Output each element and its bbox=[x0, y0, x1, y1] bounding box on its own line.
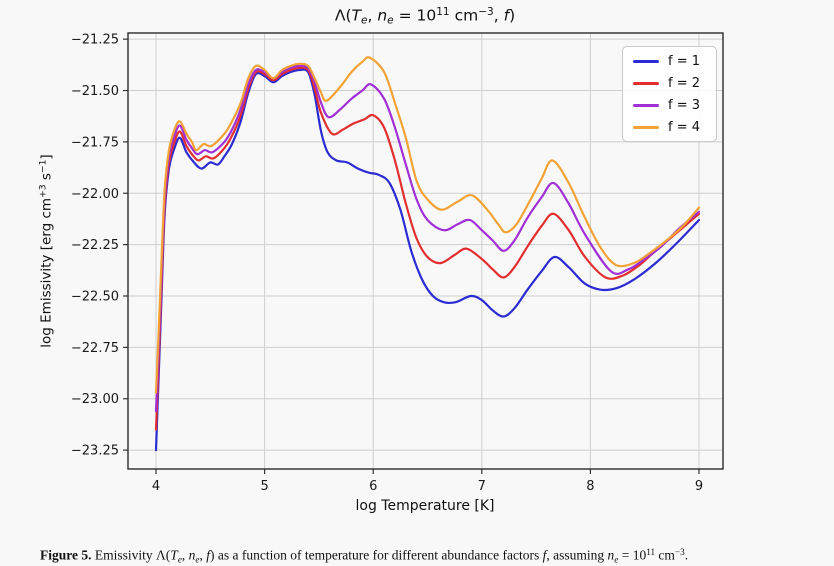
x-tick-label: 6 bbox=[369, 479, 377, 494]
series-line-1 bbox=[154, 68, 701, 452]
legend-line-swatch-f3 bbox=[633, 103, 659, 107]
caption-text: cm bbox=[655, 547, 675, 563]
title-text: , bbox=[367, 6, 378, 25]
x-axis-label: log Temperature [K] bbox=[355, 498, 495, 514]
caption-text: = 10 bbox=[618, 547, 647, 563]
chart-title: Λ(Te, ne = 1011 cm−3, f) bbox=[335, 6, 515, 26]
series-line-4 bbox=[154, 56, 701, 394]
legend-line-swatch-f2 bbox=[633, 81, 659, 85]
y-tick-label: −23.00 bbox=[71, 392, 119, 407]
title-text: cm bbox=[449, 6, 479, 25]
series-line-2 bbox=[154, 66, 701, 431]
legend-line-swatch-f1 bbox=[633, 59, 659, 63]
y-tick-label: −21.50 bbox=[71, 84, 119, 99]
y-tick-label: −21.75 bbox=[71, 135, 119, 150]
caption-var-f: f bbox=[206, 547, 210, 563]
caption-var-n: n bbox=[607, 547, 615, 563]
ylabel-text: ] bbox=[38, 154, 55, 160]
figure-caption: Figure 5. Emissivity Λ(Te, ne, f) as a f… bbox=[40, 547, 820, 565]
caption-sub-e: e bbox=[614, 554, 619, 565]
legend-label-f1: f = 1 bbox=[668, 53, 701, 69]
caption-sub-e: e bbox=[195, 554, 200, 565]
ylabel-text: s bbox=[38, 173, 55, 185]
caption-text: , assuming bbox=[546, 547, 608, 563]
caption-exp-neg3: −3 bbox=[674, 546, 685, 557]
ylabel-exp-plus3: +3 bbox=[37, 184, 49, 198]
caption-text: ) as a function of temperature for diffe… bbox=[209, 547, 543, 563]
title-text: Λ( bbox=[334, 6, 352, 25]
legend-line-swatch-f4 bbox=[633, 125, 659, 129]
title-var-T: T bbox=[351, 6, 361, 25]
title-var-f: f bbox=[503, 6, 510, 25]
caption-exp-11: 11 bbox=[646, 546, 656, 557]
y-tick-label: −22.50 bbox=[71, 289, 119, 304]
title-sub-e: e bbox=[387, 14, 394, 27]
legend-label-f3: f = 3 bbox=[668, 97, 701, 113]
caption-var-n: n bbox=[188, 547, 196, 563]
caption-figure-number: Figure 5. bbox=[40, 547, 92, 563]
x-tick-label: 8 bbox=[586, 479, 594, 494]
y-axis-label: log Emissivity [erg cm+3 s−1] bbox=[38, 154, 55, 347]
caption-text: Emissivity Λ( bbox=[91, 547, 171, 563]
axes-spines bbox=[127, 32, 724, 470]
title-text: ) bbox=[509, 6, 516, 25]
legend-item-f2: f = 2 bbox=[623, 76, 716, 91]
x-tick-label: 7 bbox=[478, 479, 486, 494]
caption-var-f: f bbox=[542, 547, 547, 563]
title-sub-e: e bbox=[361, 14, 368, 27]
caption-sub-e: e bbox=[177, 554, 182, 565]
y-tick-label: −23.25 bbox=[71, 444, 119, 459]
legend-item-f4: f = 4 bbox=[623, 120, 716, 135]
title-text: , bbox=[493, 6, 504, 25]
caption-text: . bbox=[684, 547, 689, 563]
caption-var-T: T bbox=[170, 547, 178, 563]
legend-label-f2: f = 2 bbox=[668, 75, 701, 91]
x-tick-label: 5 bbox=[260, 479, 268, 494]
legend-label-f4: f = 4 bbox=[668, 119, 701, 135]
y-tick-label: −22.25 bbox=[71, 238, 119, 253]
y-tick-label: −21.25 bbox=[71, 33, 119, 48]
caption-text: , bbox=[181, 547, 189, 563]
title-exp-neg3: −3 bbox=[478, 6, 494, 18]
title-text: = 10 bbox=[393, 6, 437, 25]
ylabel-exp-neg1: −1 bbox=[37, 159, 49, 174]
x-tick-label: 4 bbox=[152, 479, 160, 494]
legend-item-f3: f = 3 bbox=[623, 98, 716, 113]
title-exp-11: 11 bbox=[436, 6, 450, 18]
legend-item-f1: f = 1 bbox=[623, 54, 716, 69]
y-tick-label: −22.75 bbox=[71, 341, 119, 356]
y-tick-label: −22.00 bbox=[71, 187, 119, 202]
x-tick-label: 9 bbox=[695, 479, 703, 494]
caption-text: , bbox=[199, 547, 207, 563]
ylabel-text: log Emissivity [erg cm bbox=[38, 197, 55, 348]
legend: f = 1 f = 2 f = 3 f = 4 bbox=[622, 46, 717, 142]
title-var-n: n bbox=[377, 6, 388, 25]
series-line-3 bbox=[154, 64, 701, 413]
